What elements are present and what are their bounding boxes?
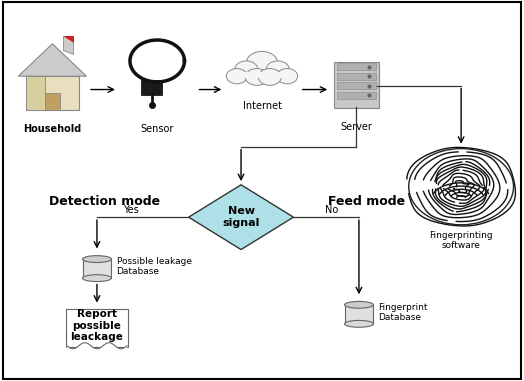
Polygon shape — [189, 185, 293, 250]
Circle shape — [245, 69, 268, 85]
Text: Possible leakage
Database: Possible leakage Database — [116, 257, 192, 276]
Ellipse shape — [83, 275, 111, 282]
Text: Report
possible
leackage: Report possible leackage — [71, 309, 123, 343]
FancyBboxPatch shape — [337, 82, 376, 89]
Text: Sensor: Sensor — [140, 124, 174, 134]
Text: Server: Server — [341, 122, 372, 132]
Circle shape — [226, 69, 247, 84]
Polygon shape — [63, 36, 73, 54]
Polygon shape — [26, 76, 45, 110]
Polygon shape — [26, 76, 79, 110]
Polygon shape — [18, 44, 86, 76]
Text: New
signal: New signal — [222, 207, 260, 228]
FancyBboxPatch shape — [83, 259, 111, 278]
Ellipse shape — [345, 320, 374, 327]
Text: Fingerprint
Database: Fingerprint Database — [378, 303, 428, 322]
Circle shape — [235, 61, 258, 78]
Polygon shape — [67, 343, 127, 354]
Text: Fingerprinting
software: Fingerprinting software — [429, 231, 493, 250]
Polygon shape — [228, 72, 296, 78]
FancyBboxPatch shape — [345, 305, 374, 324]
FancyBboxPatch shape — [337, 63, 376, 70]
Text: Feed mode: Feed mode — [328, 195, 406, 208]
Circle shape — [246, 51, 278, 74]
Text: Household: Household — [23, 124, 82, 134]
Circle shape — [258, 69, 281, 85]
Polygon shape — [141, 80, 162, 95]
FancyBboxPatch shape — [337, 92, 376, 99]
Text: Detection mode: Detection mode — [49, 195, 160, 208]
Text: Yes: Yes — [123, 205, 139, 215]
FancyBboxPatch shape — [66, 309, 128, 347]
Circle shape — [277, 69, 298, 84]
Polygon shape — [63, 36, 74, 43]
Polygon shape — [45, 93, 60, 110]
FancyBboxPatch shape — [334, 62, 379, 108]
Text: Internet: Internet — [243, 101, 281, 111]
Text: No: No — [325, 205, 338, 215]
Circle shape — [266, 61, 289, 78]
FancyBboxPatch shape — [337, 73, 376, 80]
Circle shape — [409, 149, 514, 225]
Ellipse shape — [83, 256, 111, 263]
Ellipse shape — [345, 301, 374, 308]
